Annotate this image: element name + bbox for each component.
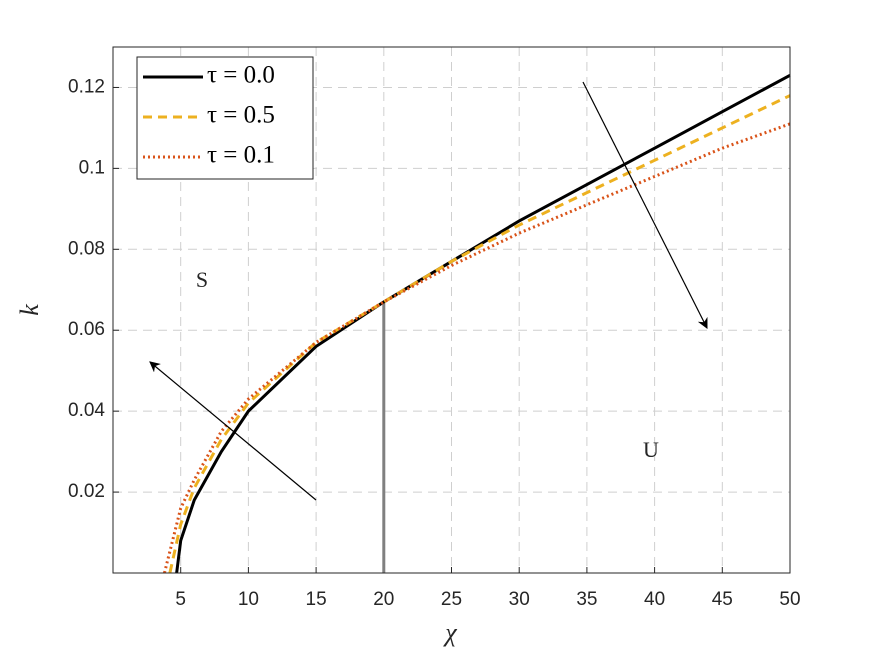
legend-label: τ = 0.1: [207, 142, 275, 169]
axes-box: [112, 46, 791, 574]
x-tick-label: 25: [441, 589, 462, 610]
y-tick-label: 0.06: [68, 319, 105, 340]
x-tick-label: 35: [576, 589, 597, 610]
x-tick-label: 5: [175, 589, 186, 610]
y-tick-label: 0.08: [68, 238, 105, 259]
x-tick-label: 30: [509, 589, 530, 610]
y-tick-label: 0.04: [68, 400, 105, 421]
x-tick-label: 20: [373, 589, 394, 610]
annotation: S: [196, 267, 208, 292]
arrow: [582, 81, 708, 329]
legend-label: τ = 0.0: [207, 62, 275, 89]
x-tick-label: 40: [644, 589, 665, 610]
series-line: [162, 122, 791, 574]
y-tick-label: 0.1: [79, 157, 105, 178]
arrow: [149, 361, 317, 501]
series-line: [168, 94, 791, 574]
annotation: U: [643, 437, 659, 462]
series-line: [175, 74, 791, 574]
x-axis-label: χ: [442, 618, 457, 647]
y-tick-label: 0.02: [68, 481, 105, 502]
x-tick-label: 45: [712, 589, 733, 610]
x-tick-label: 50: [779, 589, 800, 610]
x-tick-label: 15: [306, 589, 327, 610]
y-tick-label: 0.12: [68, 76, 105, 97]
y-axis-label: k: [15, 304, 44, 316]
legend-label: τ = 0.5: [207, 102, 275, 129]
x-tick-label: 10: [238, 589, 259, 610]
